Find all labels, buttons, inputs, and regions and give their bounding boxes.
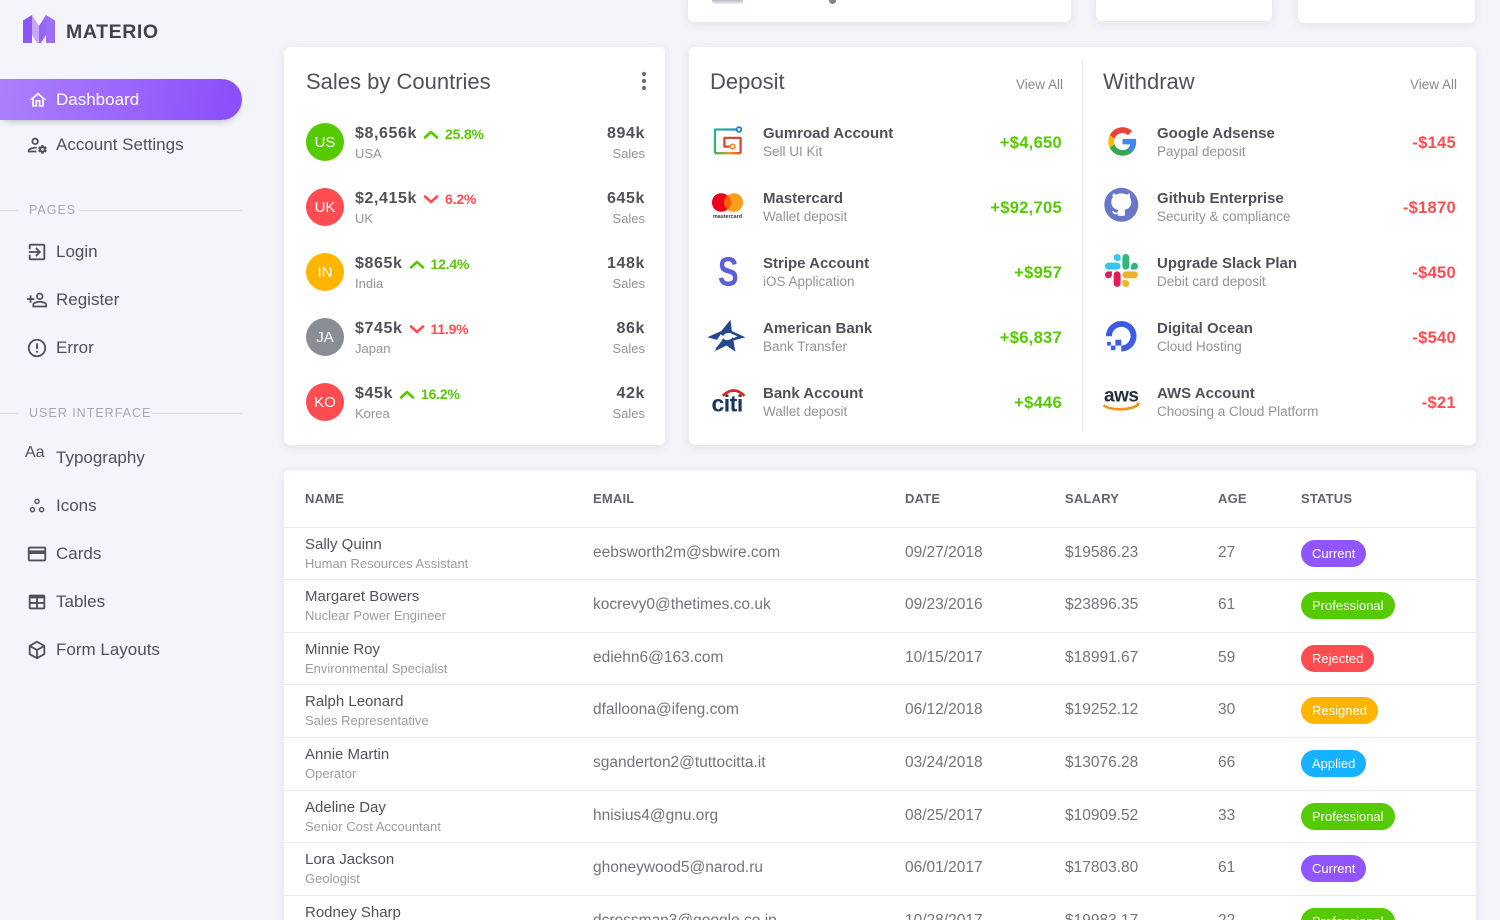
svg-text:aws: aws	[1104, 386, 1138, 407]
svg-text:mastercard: mastercard	[713, 214, 742, 220]
svg-text:citi: citi	[712, 390, 743, 416]
svg-text:S: S	[718, 248, 739, 294]
